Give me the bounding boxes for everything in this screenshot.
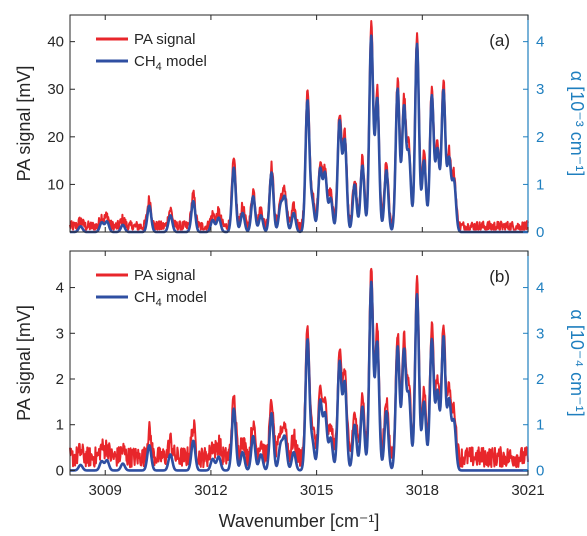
- left-axis-label: PA signal [mV]: [14, 305, 34, 421]
- left-tick-label: 0: [56, 462, 64, 479]
- left-tick-label: 40: [47, 34, 64, 51]
- legend: PA signal CH4 model: [96, 31, 207, 73]
- left-tick-label: 20: [47, 129, 64, 146]
- left-tick-label: 1: [56, 417, 64, 434]
- left-tick-label: 4: [56, 280, 64, 297]
- x-tick-label: 3021: [511, 482, 544, 499]
- x-axis-label: Wavenumber [cm⁻¹]: [219, 511, 380, 531]
- right-tick-label: 0: [536, 224, 544, 241]
- panel-b: 0 1 2 3 4 0 1 2 3 4 3009 3012 3015 3018 3021 PA signal …: [14, 250, 587, 531]
- right-tick-label: 1: [536, 176, 544, 193]
- right-tick-label: 0: [536, 462, 544, 479]
- right-tick-label: 1: [536, 417, 544, 434]
- left-tick-label: 10: [47, 176, 64, 193]
- series-line-ch4-model: [69, 280, 529, 472]
- panel-label: (b): [489, 267, 510, 286]
- left-tick-label: 2: [56, 371, 64, 388]
- legend-entry: PA signal: [134, 31, 195, 48]
- x-tick-label: 3012: [194, 482, 227, 499]
- legend-entry: CH4 model: [134, 53, 207, 73]
- right-tick-label: 2: [536, 371, 544, 388]
- right-tick-label: 3: [536, 81, 544, 98]
- left-axis-label: PA signal [mV]: [14, 66, 34, 182]
- left-tick-label: 30: [47, 81, 64, 98]
- right-tick-label: 2: [536, 129, 544, 146]
- series-line-pa-signal: [69, 267, 529, 469]
- panel-a: 10 20 30 40 0 1 2 3 4 PA signal [mV] α [10⁻³ cm⁻¹]…: [14, 14, 587, 241]
- right-tick-label: 4: [536, 280, 544, 297]
- x-tick-label: 3018: [406, 482, 439, 499]
- legend-entry: PA signal: [134, 267, 195, 284]
- right-axis-label: α [10⁻³ cm⁻¹]: [567, 71, 587, 176]
- plot-frame: [69, 250, 529, 476]
- right-tick-label: 3: [536, 325, 544, 342]
- panel-label: (a): [489, 31, 510, 50]
- legend: PA signal CH4 model: [96, 267, 207, 309]
- right-axis-label: α [10⁻⁴ cm⁻¹]: [567, 309, 587, 416]
- legend-entry: CH4 model: [134, 289, 207, 309]
- left-tick-label: 3: [56, 325, 64, 342]
- x-tick-label: 3009: [89, 482, 122, 499]
- right-tick-label: 4: [536, 34, 544, 51]
- x-tick-label: 3015: [300, 482, 333, 499]
